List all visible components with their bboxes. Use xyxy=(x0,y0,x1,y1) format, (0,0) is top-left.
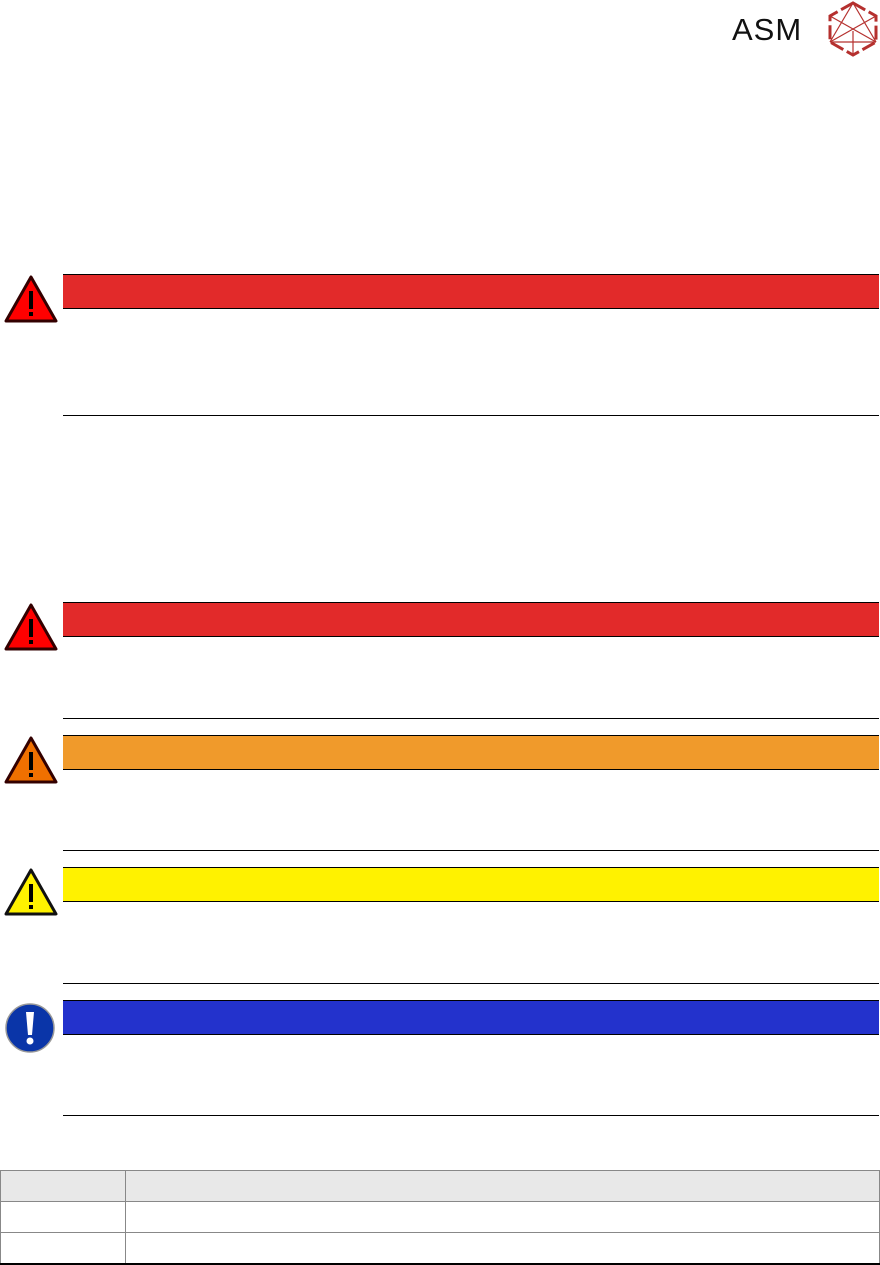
notice-header-bar xyxy=(63,1000,879,1035)
asm-hexagon-logo-icon xyxy=(828,1,878,57)
notice-divider xyxy=(63,1115,879,1116)
notice-divider xyxy=(63,718,879,719)
danger-header-bar xyxy=(63,602,879,637)
caution-triangle-icon xyxy=(4,868,58,916)
danger-header-bar xyxy=(63,274,879,309)
warning-header-bar xyxy=(63,735,879,770)
table-row xyxy=(0,1232,880,1265)
notice-divider xyxy=(63,850,879,851)
table-cell xyxy=(0,1201,126,1233)
caution-header-bar xyxy=(63,867,879,902)
notice-exclamation-icon xyxy=(5,1003,55,1053)
notice-divider xyxy=(63,415,879,416)
logo-text: ASM xyxy=(732,12,803,47)
table-cell xyxy=(125,1232,880,1265)
table-header-row xyxy=(0,1170,880,1202)
table-cell xyxy=(0,1170,126,1202)
document-table xyxy=(0,1170,880,1265)
notice-divider xyxy=(63,983,879,984)
table-cell xyxy=(125,1201,880,1233)
warning-triangle-icon xyxy=(4,736,58,784)
table-cell xyxy=(0,1232,126,1265)
danger-triangle-icon xyxy=(4,275,58,323)
table-cell xyxy=(125,1170,880,1202)
table-row xyxy=(0,1201,880,1233)
danger-triangle-icon xyxy=(4,603,58,651)
